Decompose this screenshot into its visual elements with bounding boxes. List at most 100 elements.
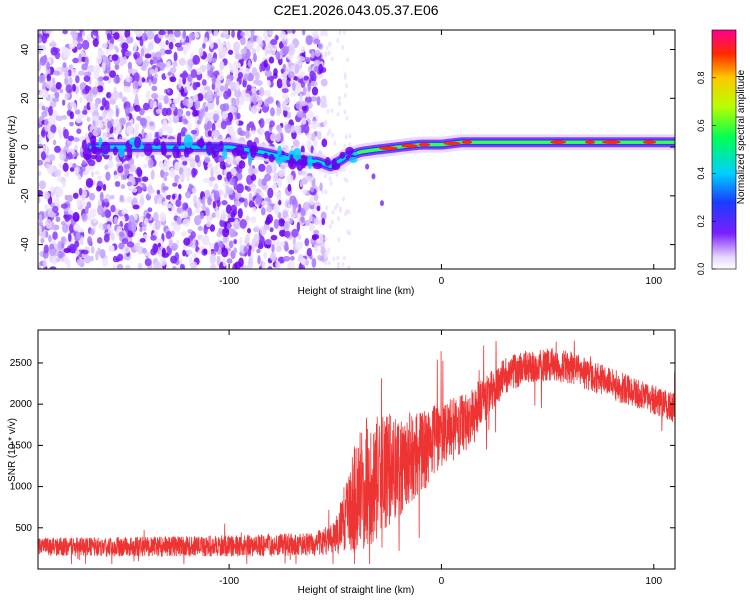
noise-speck bbox=[54, 91, 60, 100]
noise-speck bbox=[183, 118, 188, 123]
noise-speck bbox=[46, 61, 50, 70]
noise-speck bbox=[320, 246, 326, 256]
noise-speck bbox=[287, 262, 291, 269]
noise-speck bbox=[48, 105, 53, 116]
noise-speck bbox=[299, 93, 303, 103]
noise-speck bbox=[217, 78, 221, 89]
noise-speck bbox=[336, 255, 340, 261]
noise-speck bbox=[243, 73, 249, 82]
noise-speck bbox=[96, 127, 102, 135]
noise-speck bbox=[306, 110, 314, 119]
noise-speck bbox=[163, 95, 169, 105]
noise-speck bbox=[108, 244, 115, 252]
noise-speck bbox=[115, 257, 120, 263]
noise-speck bbox=[328, 176, 332, 182]
noise-speck bbox=[204, 156, 211, 163]
ridge-hotspot bbox=[443, 141, 461, 146]
noise-speck bbox=[41, 105, 46, 111]
noise-speck bbox=[318, 63, 324, 74]
noise-speck bbox=[222, 103, 230, 112]
ridge-blob bbox=[153, 138, 161, 147]
noise-speck bbox=[220, 47, 228, 58]
noise-speck bbox=[192, 82, 198, 91]
noise-speck bbox=[172, 115, 179, 124]
noise-speck bbox=[309, 212, 313, 223]
noise-speck bbox=[177, 111, 183, 118]
noise-speck bbox=[284, 230, 291, 238]
noise-speck bbox=[97, 50, 105, 56]
noise-speck bbox=[225, 204, 232, 214]
noise-speck bbox=[187, 121, 192, 131]
noise-speck bbox=[266, 164, 273, 175]
noise-speck bbox=[301, 30, 306, 36]
noise-speck bbox=[313, 229, 320, 235]
noise-speck bbox=[276, 78, 283, 89]
noise-speck bbox=[115, 108, 119, 118]
noise-speck bbox=[296, 54, 301, 62]
noise-speck bbox=[292, 204, 297, 214]
ridge-hotspot bbox=[401, 144, 418, 148]
noise-speck bbox=[240, 36, 246, 46]
noise-speck bbox=[165, 40, 169, 46]
noise-speck bbox=[342, 30, 346, 35]
noise-speck bbox=[173, 51, 178, 62]
noise-speck bbox=[284, 123, 292, 134]
noise-speck bbox=[65, 214, 73, 221]
noise-speck bbox=[230, 81, 237, 92]
noise-speck bbox=[142, 234, 149, 240]
noise-speck bbox=[228, 240, 234, 249]
noise-speck bbox=[321, 138, 328, 148]
noise-speck bbox=[326, 131, 330, 137]
noise-speck bbox=[76, 128, 82, 135]
noise-speck bbox=[284, 97, 290, 105]
noise-speck bbox=[210, 263, 217, 269]
noise-speck bbox=[216, 199, 221, 208]
noise-speck bbox=[38, 134, 43, 145]
noise-speck bbox=[313, 38, 321, 45]
noise-speck bbox=[40, 129, 46, 137]
noise-speck bbox=[250, 30, 255, 36]
noise-speck bbox=[111, 54, 119, 61]
ridge-hotspot bbox=[584, 140, 596, 144]
noise-speck bbox=[188, 183, 192, 192]
noise-speck bbox=[157, 94, 165, 101]
noise-speck bbox=[134, 54, 138, 60]
noise-speck bbox=[184, 42, 191, 51]
noise-speck bbox=[280, 68, 285, 74]
noise-speck bbox=[83, 255, 92, 264]
noise-speck bbox=[77, 70, 85, 76]
noise-speck bbox=[343, 143, 347, 149]
noise-speck bbox=[59, 88, 64, 94]
noise-speck bbox=[216, 38, 222, 46]
noise-speck bbox=[231, 106, 237, 113]
noise-speck bbox=[256, 103, 261, 112]
noise-speck bbox=[141, 128, 145, 138]
noise-speck bbox=[263, 59, 268, 68]
noise-speck bbox=[96, 85, 104, 93]
noise-speck bbox=[67, 152, 73, 160]
noise-speck bbox=[68, 43, 76, 50]
noise-speck bbox=[50, 124, 57, 134]
ridge-blob bbox=[268, 153, 275, 163]
noise-speck bbox=[107, 120, 113, 129]
ridge-blob bbox=[176, 149, 181, 159]
noise-speck bbox=[134, 93, 139, 103]
noise-speck bbox=[192, 253, 197, 259]
noise-speck bbox=[212, 109, 221, 115]
noise-speck bbox=[38, 149, 41, 160]
noise-speck bbox=[164, 49, 172, 55]
noise-speck bbox=[305, 35, 313, 46]
noise-speck bbox=[113, 45, 118, 51]
noise-speck bbox=[234, 218, 239, 225]
noise-speck bbox=[333, 140, 337, 146]
noise-speck bbox=[57, 250, 64, 259]
noise-speck bbox=[38, 264, 41, 269]
noise-speck bbox=[226, 187, 234, 195]
noise-speck bbox=[269, 120, 275, 128]
noise-speck bbox=[222, 258, 227, 267]
noise-speck bbox=[75, 250, 80, 256]
noise-speck bbox=[91, 171, 95, 178]
noise-speck bbox=[72, 163, 77, 169]
noise-speck bbox=[110, 204, 116, 213]
